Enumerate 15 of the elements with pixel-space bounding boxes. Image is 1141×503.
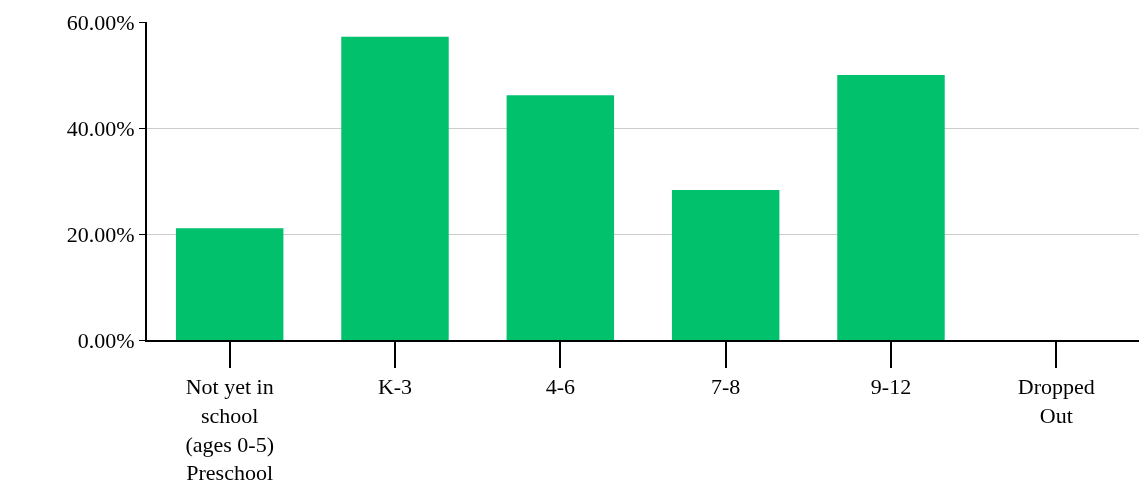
y-tick-label: 60.00% xyxy=(66,9,135,35)
bar xyxy=(837,75,945,340)
x-tick-label: 7-8 xyxy=(711,374,741,400)
x-tick-label: Dropped Out xyxy=(1017,374,1095,428)
bar xyxy=(341,36,449,340)
bar xyxy=(671,190,780,340)
y-tick-label: 40.00% xyxy=(66,115,135,141)
x-tick-label: Not yet in school (ages 0-5) Preschool xyxy=(185,374,274,486)
bar xyxy=(506,95,615,340)
bar xyxy=(175,228,284,340)
y-tick-label: 0.00% xyxy=(77,327,135,353)
y-tick-label: 20.00% xyxy=(66,221,135,247)
x-tick-label: K-3 xyxy=(377,374,413,400)
x-tick-label: 9-12 xyxy=(870,374,912,400)
x-tick-label: 4-6 xyxy=(545,374,575,400)
